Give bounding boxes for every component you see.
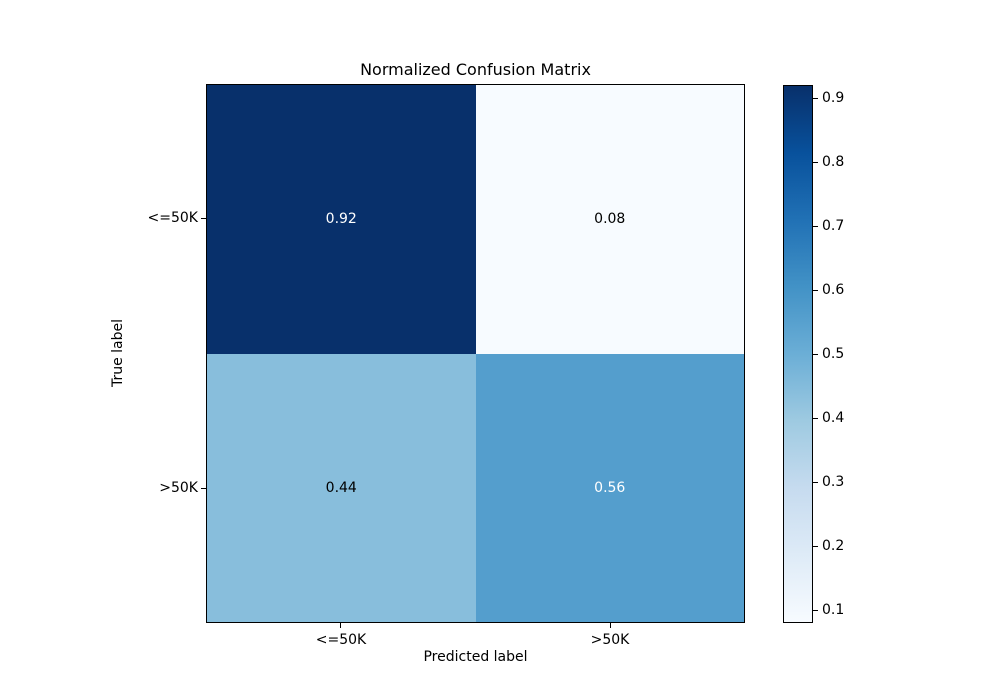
- cell-value: 0.56: [594, 479, 626, 496]
- matrix-cell-r0c1: 0.08: [475, 85, 744, 354]
- chart-title: Normalized Confusion Matrix: [360, 60, 591, 79]
- cell-value: 0.08: [594, 211, 626, 228]
- colorbar-tick-label: 0.8: [822, 153, 845, 170]
- x-axis-label: Predicted label: [423, 649, 528, 665]
- x-tick-label: >50K: [590, 632, 630, 648]
- y-axis-tick: [201, 488, 206, 489]
- colorbar-tick: [813, 161, 818, 163]
- colorbar-tick: [813, 354, 818, 355]
- y-tick-label: >50K: [159, 480, 198, 496]
- x-axis-tick: [340, 623, 341, 628]
- colorbar-tick-label: 0.7: [822, 217, 845, 234]
- colorbar-tick-label: 0.1: [822, 602, 845, 619]
- colorbar-tick: [813, 482, 818, 484]
- cell-value: 0.44: [325, 479, 357, 496]
- matrix-cell-r0c0: 0.92: [207, 85, 476, 354]
- colorbar-tick-label: 0.4: [822, 410, 845, 427]
- colorbar: [783, 85, 813, 623]
- colorbar-tick-label: 0.5: [822, 346, 845, 362]
- matrix-cell-r1c0: 0.44: [207, 353, 476, 622]
- colorbar-tick: [813, 610, 818, 612]
- cell-value: 0.92: [325, 211, 357, 228]
- x-axis-tick: [610, 623, 611, 628]
- colorbar-tick: [813, 418, 818, 420]
- heatmap-plot: 0.92 0.08 0.44 0.56: [206, 84, 745, 623]
- colorbar-tick: [813, 546, 818, 548]
- matrix-cell-r1c1: 0.56: [475, 353, 744, 622]
- y-axis-tick: [201, 218, 206, 219]
- y-tick-label: <=50K: [147, 210, 198, 226]
- colorbar-tick: [813, 289, 818, 291]
- y-axis-label: True label: [110, 318, 126, 388]
- colorbar-tick-label: 0.9: [822, 89, 845, 106]
- colorbar-tick: [813, 225, 818, 227]
- colorbar-tick-label: 0.3: [822, 474, 845, 491]
- x-tick-label: <=50K: [315, 632, 367, 648]
- colorbar-tick-label: 0.2: [822, 538, 845, 555]
- colorbar-tick-label: 0.6: [822, 281, 845, 298]
- colorbar-tick: [813, 97, 818, 99]
